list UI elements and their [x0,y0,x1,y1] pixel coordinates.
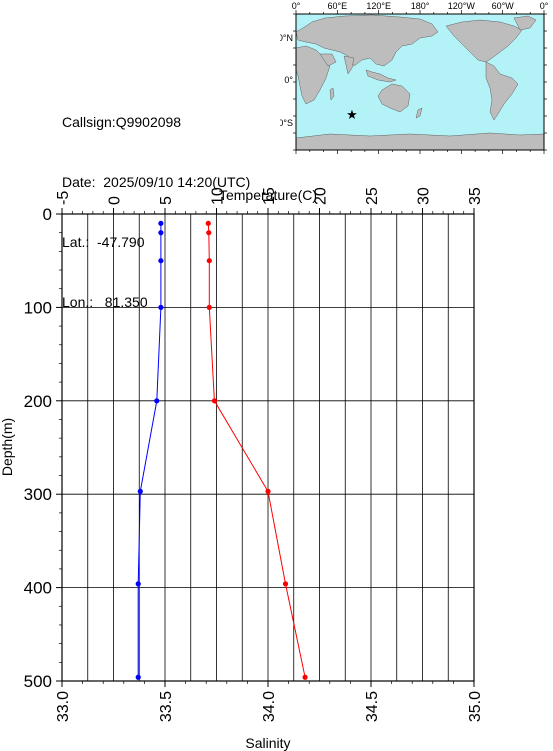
temperature-point [206,230,212,236]
temperature-profile-line [207,223,306,678]
land-antarctica [295,132,545,151]
temperature-tick-label: 5 [158,196,175,205]
land-south-america [485,61,519,121]
land-australia [377,83,411,113]
depth-tick-label: 100 [24,298,52,317]
map-lat-label: 0° [284,75,293,85]
depth-tick-label: 300 [24,485,52,504]
map-latitude-labels: 60°N 0° 60°S [280,33,293,128]
map-lon-label: 120°W [448,1,476,11]
temperature-point [206,304,212,310]
map-lon-label: 60°E [328,1,348,11]
latitude-text: Lat.: -47.790 [62,234,145,250]
map-lat-label: 60°S [280,118,293,128]
salinity-tick-label: 34.5 [364,691,381,722]
salinity-point [135,674,141,680]
temperature-tick-label: 0 [107,196,124,205]
salinity-tick-label: 35.0 [467,691,484,722]
land-india [343,55,355,75]
salinity-point [158,304,164,310]
salinity-tick-label: 33.5 [158,691,175,722]
temperature-point [206,258,212,264]
temperature-tick-label: -5 [55,191,72,205]
location-map: 0° 60°E 120°E 180° 120°W 60°W 0° 60°N 0° 60°S [280,1,549,154]
salinity-point [158,258,164,264]
float-location-marker: ★ [346,107,358,122]
depth-axis-title: Depth(m) [0,418,15,476]
salinity-tick-label: 34.0 [261,691,278,722]
chart-ticks [56,208,475,687]
map-lon-label: 180° [411,1,430,11]
chart-series [135,220,308,680]
map-frame-ticks [293,10,547,154]
land-north-america [445,19,523,63]
land-eurasia [295,14,439,67]
callsign-text: Callsign:Q9902098 [62,114,182,130]
map-longitude-labels: 0° 60°E 120°E 180° 120°W 60°W 0° [292,1,549,11]
land-arabia [319,53,337,67]
land-madagascar [329,87,335,101]
map-lon-label: 60°W [492,1,515,11]
plot-frame [61,213,475,682]
temperature-tick-label: 10 [210,187,227,205]
temperature-tick-label: 20 [313,187,330,205]
station-info: Callsign:Q9902098 Date: 2025/09/10 14:20… [62,72,250,352]
profile-chart: Temperature(C) Salinity Depth(m) -5 0 5 10 1… [0,187,484,751]
map-lon-label: 0° [292,1,301,11]
depth-tick-label: 200 [24,392,52,411]
temperature-point [211,398,218,404]
salinity-point [158,230,164,236]
land-indonesia [365,69,397,83]
land-new-zealand [415,107,423,119]
temperature-tick-label: 35 [467,187,484,205]
map-lon-label: 120°E [366,1,391,11]
temperature-tick-label: 15 [261,187,278,205]
salinity-point [135,581,141,587]
map-lat-label: 60°N [280,33,293,43]
map-lon-label: 0° [540,1,549,11]
map-landmasses [295,14,545,151]
temperature-tick-label: 25 [364,187,381,205]
land-africa [295,45,331,105]
depth-tick-label: 0 [43,205,52,224]
temperature-point [302,674,308,680]
longitude-text: Lon.: 81.350 [62,294,148,310]
temperature-axis-title: Temperature(C) [219,187,317,203]
depth-tick-label: 500 [24,672,52,691]
depth-tick-label: 400 [24,579,52,598]
chart-grid [61,213,475,682]
salinity-profile-line [137,223,162,678]
salinity-point [137,488,143,494]
date-text: Date: 2025/09/10 14:20(UTC) [62,174,251,190]
temperature-tick-label: 30 [416,187,433,205]
salinity-axis-title: Salinity [245,735,290,751]
temperature-point [282,581,289,587]
temperature-point [205,220,211,226]
land-greenland [513,15,537,31]
salinity-point [154,398,160,404]
temperature-point [265,488,271,494]
salinity-point [158,220,164,226]
salinity-tick-label: 33.0 [55,691,72,722]
